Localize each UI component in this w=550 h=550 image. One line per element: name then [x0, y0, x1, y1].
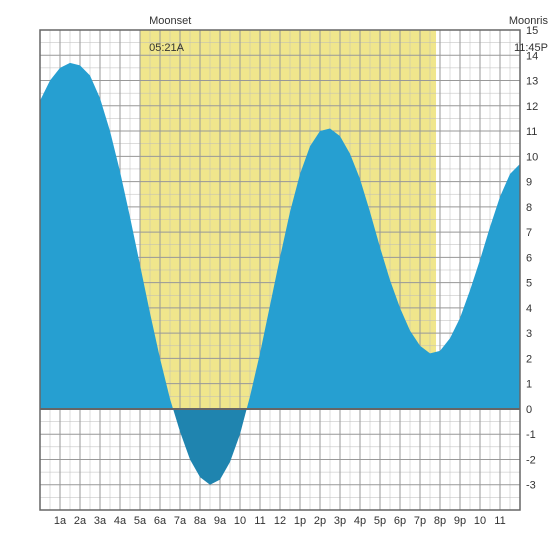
svg-text:7: 7: [526, 227, 532, 239]
svg-text:6a: 6a: [154, 515, 167, 527]
svg-text:3: 3: [526, 328, 532, 340]
svg-text:10: 10: [526, 151, 538, 163]
svg-text:-2: -2: [526, 454, 536, 466]
svg-text:9a: 9a: [214, 515, 227, 527]
moonrise-label: Moonris: [509, 15, 548, 27]
svg-text:9p: 9p: [454, 515, 466, 527]
svg-text:8p: 8p: [434, 515, 446, 527]
svg-text:-1: -1: [526, 429, 536, 441]
moonrise-time: 11:45P: [514, 42, 548, 54]
tide-chart-svg: 1a2a3a4a5a6a7a8a9a1011121p2p3p4p5p6p7p8p…: [0, 0, 550, 550]
svg-text:10: 10: [234, 515, 246, 527]
svg-text:11: 11: [254, 515, 265, 527]
svg-text:1: 1: [526, 379, 532, 391]
svg-text:8a: 8a: [194, 515, 207, 527]
svg-text:12: 12: [274, 515, 286, 527]
svg-text:4: 4: [526, 303, 532, 315]
svg-text:13: 13: [526, 76, 538, 88]
tide-chart-root: { "chart": { "type": "area", "background…: [0, 0, 550, 550]
svg-text:7a: 7a: [174, 515, 187, 527]
svg-text:9: 9: [526, 177, 532, 189]
svg-text:12: 12: [526, 101, 538, 113]
svg-text:1a: 1a: [54, 515, 67, 527]
svg-text:2: 2: [526, 353, 532, 365]
svg-text:2p: 2p: [314, 515, 326, 527]
svg-text:8: 8: [526, 202, 532, 214]
annotation-moonrise: Moonris 11:45P: [503, 2, 548, 55]
svg-text:4a: 4a: [114, 515, 127, 527]
svg-text:10: 10: [474, 515, 486, 527]
moonset-label: Moonset: [149, 15, 191, 27]
svg-text:6p: 6p: [394, 515, 406, 527]
svg-text:1p: 1p: [294, 515, 306, 527]
svg-text:11: 11: [526, 126, 537, 138]
svg-text:-3: -3: [526, 480, 536, 492]
svg-text:5: 5: [526, 278, 532, 290]
svg-text:3p: 3p: [334, 515, 346, 527]
svg-text:11: 11: [494, 515, 505, 527]
svg-text:5p: 5p: [374, 515, 386, 527]
svg-text:7p: 7p: [414, 515, 426, 527]
svg-text:2a: 2a: [74, 515, 87, 527]
annotation-moonset: Moonset 05:21A: [143, 2, 191, 55]
svg-text:3a: 3a: [94, 515, 107, 527]
svg-text:6: 6: [526, 252, 532, 264]
svg-text:0: 0: [526, 404, 532, 416]
moonset-time: 05:21A: [149, 42, 184, 54]
svg-text:5a: 5a: [134, 515, 147, 527]
svg-text:4p: 4p: [354, 515, 366, 527]
